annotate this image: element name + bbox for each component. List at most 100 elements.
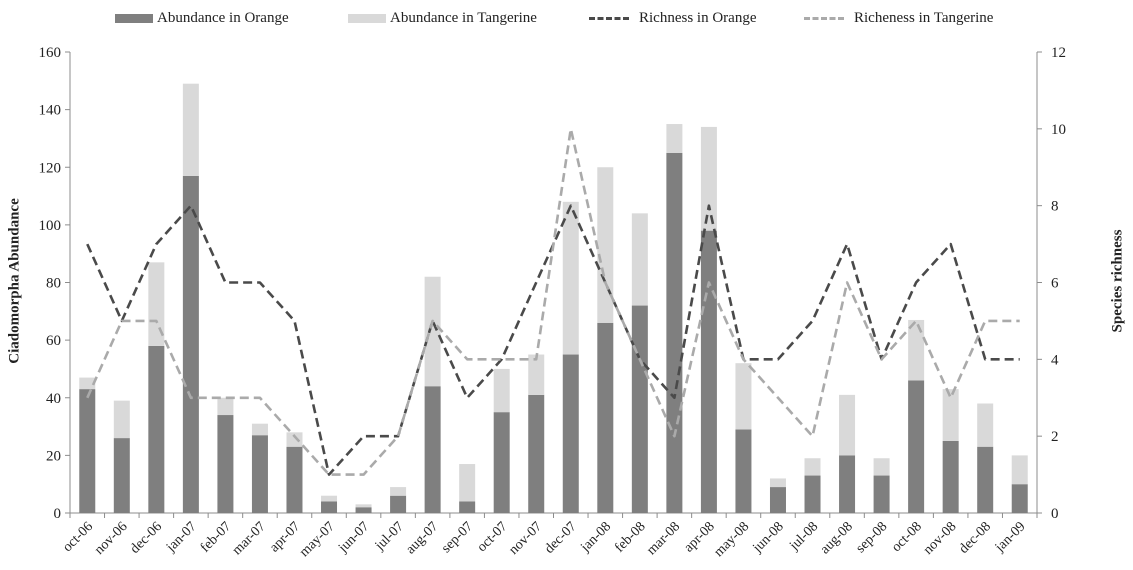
y-right-tick-label: 0 [1051, 506, 1059, 522]
bar-abundance-tangerine [873, 458, 890, 476]
bar-abundance-tangerine [182, 83, 199, 176]
x-tick-label: jul-08 [786, 519, 821, 554]
bar-abundance-orange [769, 487, 786, 513]
legend-item-abundance-orange: Abundance in Orange [115, 10, 289, 27]
legend: Abundance in Orange Abundance in Tangeri… [0, 6, 1133, 32]
bar-abundance-orange [355, 507, 372, 513]
x-tick-label: nov-06 [92, 519, 131, 558]
legend-item-richness-orange: Richness in Orange [589, 10, 756, 27]
bar-abundance-orange [735, 429, 752, 513]
x-tick-label: feb-08 [612, 519, 648, 555]
bar-abundance-orange [286, 446, 303, 513]
bar-abundance-tangerine [700, 126, 717, 231]
bar-abundance-tangerine [148, 262, 165, 346]
bar-abundance-orange [251, 435, 268, 513]
bar-abundance-tangerine [977, 403, 994, 447]
x-tick-label: jan-07 [163, 519, 200, 556]
x-tick-label: mar-07 [230, 519, 269, 558]
bar-abundance-tangerine [251, 423, 268, 436]
x-tick-label: sep-08 [853, 519, 890, 556]
y-left-tick-label: 60 [46, 333, 61, 349]
bar-abundance-tangerine [528, 354, 545, 395]
bar-abundance-tangerine [804, 458, 821, 476]
bar-abundance-tangerine [113, 400, 130, 439]
bar-abundance-tangerine [217, 397, 234, 416]
bar-abundance-orange [459, 501, 476, 513]
legend-swatch-abundance-orange [115, 14, 153, 23]
line-richness-tangerine [86, 127, 1020, 476]
y-left-tick-label: 40 [46, 391, 61, 407]
legend-label-richness-tangerine: Richeness in Tangerine [854, 10, 994, 26]
legend-label-abundance-tangerine: Abundance in Tangerine [390, 10, 537, 26]
bar-abundance-tangerine [735, 363, 752, 430]
x-tick-label: oct-08 [889, 519, 925, 555]
bar-abundance-tangerine [286, 432, 303, 447]
x-tick-label: aug-08 [818, 519, 856, 557]
y-left-tick-label: 0 [54, 506, 62, 522]
bar-abundance-orange [839, 455, 856, 513]
x-tick-label: sep-07 [439, 519, 476, 556]
bar-abundance-orange [1011, 484, 1028, 513]
legend-label-abundance-orange: Abundance in Orange [157, 10, 289, 26]
x-tick-label: oct-06 [60, 519, 96, 555]
bar-abundance-tangerine [942, 389, 959, 441]
y-left-tick-label: 120 [39, 160, 62, 176]
y-left-tick-label: 20 [46, 448, 61, 464]
x-tick-label: feb-07 [198, 519, 234, 555]
bar-abundance-tangerine [390, 487, 407, 496]
bar-abundance-orange [700, 230, 717, 513]
legend-swatch-richness-tangerine [804, 17, 844, 20]
legend-swatch-abundance-tangerine [348, 14, 386, 23]
bar-abundance-tangerine [666, 124, 683, 153]
bar-abundance-tangerine [321, 495, 338, 502]
y-right-tick-label: 6 [1051, 276, 1059, 292]
bar-abundance-orange [666, 152, 683, 513]
bar-abundance-orange [390, 495, 407, 513]
bar-abundance-tangerine [562, 201, 579, 355]
y-right-tick-label: 10 [1051, 122, 1066, 138]
legend-swatch-richness-orange [589, 17, 629, 20]
bar-abundance-orange [148, 345, 165, 513]
bar-abundance-tangerine [355, 504, 372, 508]
legend-label-richness-orange: Richness in Orange [639, 10, 757, 26]
bar-abundance-orange [873, 475, 890, 513]
bar-abundance-tangerine [459, 464, 476, 502]
legend-item-richness-tangerine: Richeness in Tangerine [804, 10, 993, 27]
x-tick-label: dec-07 [542, 519, 580, 557]
legend-item-abundance-tangerine: Abundance in Tangerine [348, 10, 537, 27]
x-tick-label: jul-07 [372, 519, 407, 554]
bar-abundance-tangerine [769, 478, 786, 488]
y-left-tick-label: 140 [39, 103, 62, 119]
bar-abundance-tangerine [908, 319, 925, 381]
x-tick-label: jun-07 [335, 519, 372, 556]
x-tick-label: mar-08 [644, 519, 683, 558]
bar-abundance-tangerine [493, 368, 510, 413]
bar-abundance-orange [79, 389, 96, 513]
x-tick-label: jan-08 [578, 519, 615, 556]
bar-abundance-orange [321, 501, 338, 513]
y-right-tick-label: 12 [1051, 45, 1066, 61]
bar-abundance-orange [942, 440, 959, 513]
bar-abundance-tangerine [631, 213, 648, 306]
x-tick-label: jan-09 [992, 519, 1029, 556]
bar-abundance-orange [424, 386, 441, 513]
y-right-tick-label: 8 [1051, 199, 1059, 215]
y-axis-right-title: Species richness [1109, 229, 1126, 333]
x-tick-label: jun-08 [750, 519, 787, 556]
bar-abundance-orange [977, 446, 994, 513]
x-tick-label: may-08 [711, 519, 752, 560]
bar-abundance-orange [113, 438, 130, 513]
y-left-tick-label: 100 [39, 218, 62, 234]
bar-abundance-orange [528, 394, 545, 513]
bar-abundance-tangerine [839, 394, 856, 456]
y-axis-left-title: Ciadomorpha Abundance [6, 198, 23, 364]
bar-abundance-tangerine [79, 377, 96, 390]
x-tick-label: aug-07 [403, 519, 441, 557]
x-tick-label: may-07 [297, 519, 338, 560]
y-left-tick-label: 80 [46, 276, 61, 292]
bar-abundance-orange [804, 475, 821, 513]
bar-abundance-tangerine [1011, 455, 1028, 485]
x-tick-label: nov-08 [921, 519, 960, 558]
y-right-tick-label: 4 [1051, 352, 1059, 368]
bar-abundance-orange [562, 354, 579, 513]
